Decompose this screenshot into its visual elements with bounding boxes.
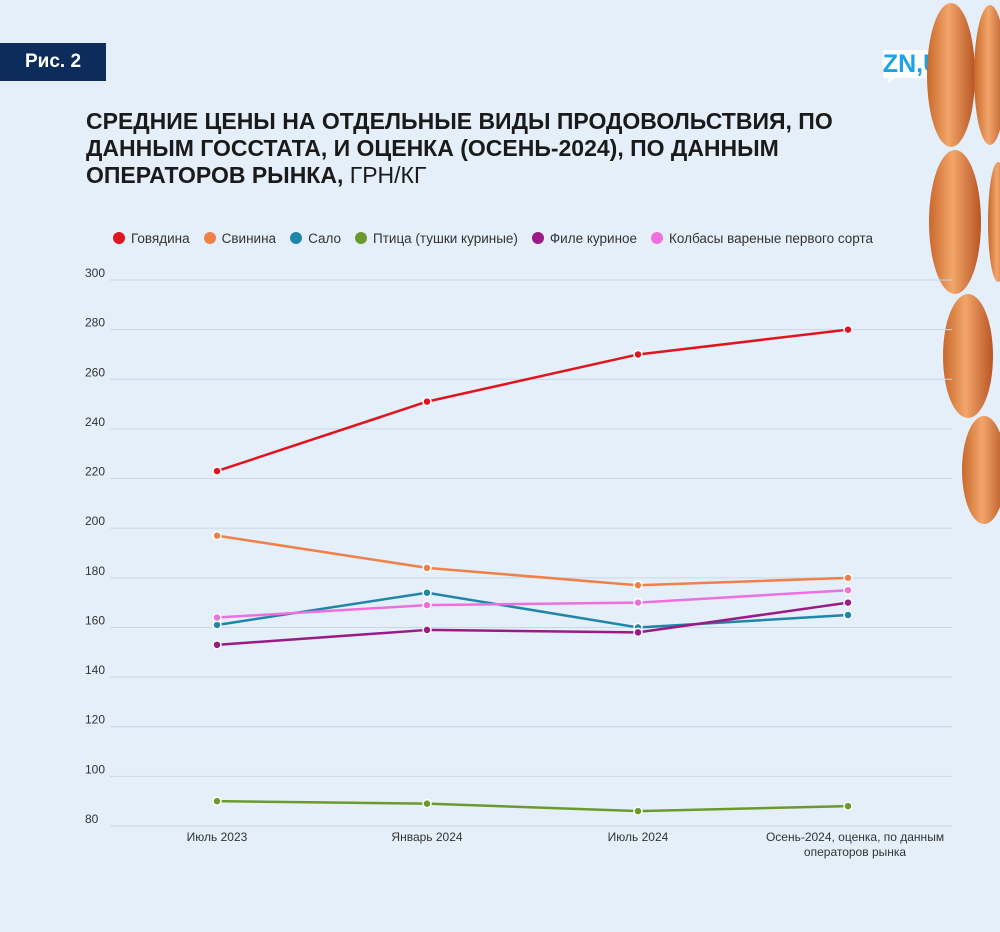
chart-title: Средние цены на отдельные виды продоволь… <box>86 108 833 188</box>
legend-item: Говядина <box>113 228 190 248</box>
y-tick-label: 80 <box>85 812 99 826</box>
series-line-2 <box>216 591 849 629</box>
y-tick-label: 200 <box>85 514 105 528</box>
y-tick-label: 240 <box>85 415 105 429</box>
legend-label: Птица (тушки куриные) <box>373 230 518 246</box>
data-point <box>843 610 853 620</box>
legend-marker <box>531 232 544 244</box>
data-point <box>212 466 222 476</box>
y-tick-label: 100 <box>85 762 105 776</box>
data-point <box>212 640 222 650</box>
series-line-5 <box>216 588 849 619</box>
data-point <box>843 585 853 595</box>
data-point <box>843 597 853 608</box>
legend-label: Сало <box>308 230 342 246</box>
data-point <box>843 324 853 335</box>
series-line-0 <box>216 328 849 473</box>
legend-item: Сало <box>290 228 341 248</box>
legend-item: Филе куриное <box>531 228 638 248</box>
y-tick-label: 300 <box>85 266 105 280</box>
data-point <box>422 563 432 573</box>
legend-marker <box>290 232 303 244</box>
data-point <box>633 627 643 638</box>
title-unit: грн/кг <box>349 162 427 188</box>
data-point <box>422 587 432 598</box>
legend: Говядина Свинина Сало Птица (тушки куриные)… <box>113 228 873 248</box>
legend-item: Колбасы вареные первого сорта <box>651 228 873 248</box>
x-tick-label: Январь 2024 <box>391 830 462 844</box>
series-line-3 <box>216 799 849 813</box>
data-point <box>633 349 643 360</box>
x-tick-label: Осень-2024, оценка, по данным операторов … <box>766 830 944 859</box>
y-tick-label: 120 <box>85 713 105 727</box>
x-tick-label: Июль 2024 <box>608 830 669 844</box>
data-point <box>843 801 853 811</box>
legend-item: Птица (тушки куриные) <box>355 228 518 248</box>
data-point <box>212 530 222 541</box>
figure-label: Рис. 2 <box>0 43 106 81</box>
legend-marker <box>113 232 125 244</box>
data-point <box>422 600 432 610</box>
y-tick-label: 220 <box>85 465 105 479</box>
series-line-4 <box>216 601 849 647</box>
y-tick-label: 280 <box>85 316 105 330</box>
data-point <box>633 580 643 591</box>
data-point <box>843 573 853 583</box>
y-tick-label: 160 <box>85 613 105 627</box>
data-point <box>212 796 222 806</box>
legend-marker <box>651 232 664 244</box>
data-point <box>633 806 643 816</box>
data-point <box>633 597 643 608</box>
legend-label: Говядина <box>131 230 190 246</box>
data-point <box>422 625 432 635</box>
legend-label: Свинина <box>221 230 277 246</box>
legend-marker <box>355 232 368 244</box>
legend-label: Колбасы вареные первого сорта <box>669 230 873 246</box>
y-tick-label: 260 <box>85 365 105 379</box>
x-tick-label: Июль 2023 <box>187 830 248 844</box>
series-line-1 <box>216 534 849 587</box>
data-point <box>212 612 222 623</box>
y-tick-label: 140 <box>85 663 105 677</box>
legend-item: Свинина <box>203 228 277 248</box>
data-point <box>422 798 432 809</box>
legend-marker <box>203 232 216 244</box>
legend-label: Филе куриное <box>549 230 638 246</box>
y-tick-label: 180 <box>85 564 105 578</box>
data-point <box>422 396 432 407</box>
